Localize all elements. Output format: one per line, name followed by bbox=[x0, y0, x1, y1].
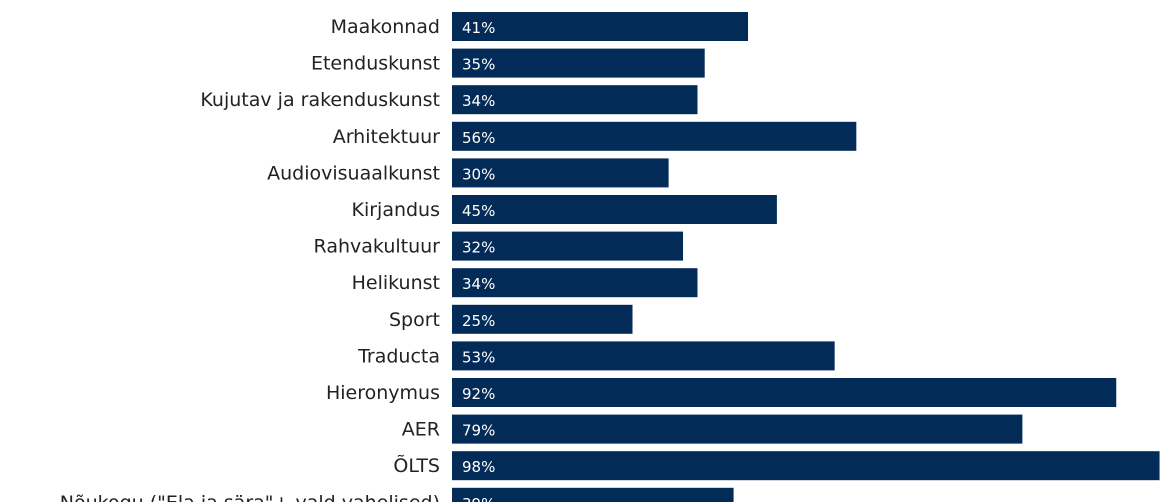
value-label: 53% bbox=[462, 348, 495, 366]
value-label: 56% bbox=[462, 129, 495, 147]
bar bbox=[452, 121, 857, 151]
category-label: Arhitektuur bbox=[333, 126, 440, 148]
category-label: Maakonnad bbox=[331, 16, 440, 38]
category-label: Etenduskunst bbox=[311, 53, 440, 75]
bar bbox=[452, 85, 698, 115]
category-label: Helikunst bbox=[352, 272, 440, 294]
bar bbox=[452, 378, 1117, 407]
category-label: Kujutav ja rakenduskunst bbox=[200, 89, 440, 111]
bar bbox=[452, 48, 705, 78]
bar bbox=[452, 195, 777, 224]
bar bbox=[452, 231, 684, 261]
value-label: 39% bbox=[462, 495, 495, 502]
category-label: Sport bbox=[389, 309, 440, 331]
value-label: 32% bbox=[462, 239, 495, 257]
bar bbox=[452, 304, 633, 334]
bar bbox=[452, 414, 1023, 444]
value-label: 98% bbox=[462, 458, 495, 476]
value-label: 34% bbox=[462, 92, 495, 110]
bar bbox=[452, 341, 835, 371]
bar bbox=[452, 158, 669, 188]
category-label: Kirjandus bbox=[351, 199, 440, 221]
bar bbox=[452, 12, 749, 41]
bar bbox=[452, 487, 734, 502]
category-label: Audiovisuaalkunst bbox=[267, 162, 440, 184]
category-label: AER bbox=[402, 419, 440, 441]
bar bbox=[452, 451, 1160, 481]
value-label: 79% bbox=[462, 422, 495, 440]
bar bbox=[452, 268, 698, 298]
category-label: Traducta bbox=[357, 345, 440, 367]
category-label: Hieronymus bbox=[326, 382, 440, 404]
value-label: 41% bbox=[462, 19, 495, 37]
value-label: 30% bbox=[462, 165, 495, 183]
value-label: 35% bbox=[462, 56, 495, 74]
category-label: Nõukogu ("Ela ja sära"+ vald vahelised) bbox=[60, 492, 440, 502]
value-label: 45% bbox=[462, 202, 495, 220]
value-label: 25% bbox=[462, 312, 495, 330]
value-label: 34% bbox=[462, 275, 495, 293]
category-label: Rahvakultuur bbox=[314, 236, 441, 258]
value-label: 92% bbox=[462, 385, 495, 403]
category-label: ÕLTS bbox=[393, 454, 440, 477]
